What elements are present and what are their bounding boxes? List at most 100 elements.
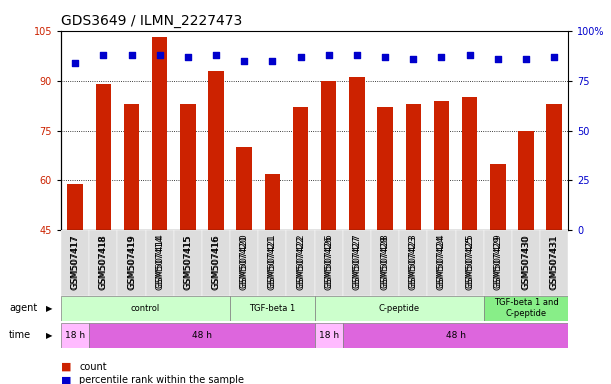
Bar: [230, 296, 315, 321]
Bar: [540, 230, 568, 296]
Text: GSM507423: GSM507423: [409, 233, 418, 288]
Point: [98, 51, 108, 58]
Text: GSM507429: GSM507429: [493, 233, 502, 288]
Point: [352, 51, 362, 58]
Text: GSM507425: GSM507425: [465, 236, 474, 290]
Bar: [406, 104, 421, 230]
Bar: [208, 71, 224, 230]
Bar: [321, 81, 337, 230]
Point: [183, 54, 193, 60]
Point: [436, 54, 446, 60]
Text: GSM507431: GSM507431: [550, 233, 558, 288]
Text: GSM507420: GSM507420: [240, 233, 249, 288]
Point: [521, 56, 531, 62]
Text: GSM507416: GSM507416: [211, 236, 221, 291]
Text: ■: ■: [61, 362, 71, 372]
Text: GSM507415: GSM507415: [183, 236, 192, 291]
Point: [70, 60, 80, 66]
Text: GSM507428: GSM507428: [381, 236, 390, 290]
Text: GSM507431: GSM507431: [550, 236, 558, 291]
Bar: [399, 230, 427, 296]
Text: TGF-beta 1: TGF-beta 1: [249, 304, 296, 313]
Text: GSM507421: GSM507421: [268, 233, 277, 288]
Point: [408, 56, 418, 62]
Bar: [315, 323, 343, 348]
Text: 18 h: 18 h: [319, 331, 339, 339]
Text: GSM507418: GSM507418: [99, 233, 108, 288]
Bar: [434, 101, 449, 230]
Text: GSM507426: GSM507426: [324, 233, 333, 288]
Bar: [490, 164, 505, 230]
Bar: [174, 230, 202, 296]
Bar: [89, 323, 315, 348]
Text: C-peptide: C-peptide: [379, 304, 420, 313]
Text: GSM507426: GSM507426: [324, 236, 333, 290]
Bar: [265, 174, 280, 230]
Text: GSM507423: GSM507423: [409, 236, 418, 290]
Text: GSM507414: GSM507414: [155, 233, 164, 288]
Bar: [152, 37, 167, 230]
Bar: [258, 230, 287, 296]
Text: GSM507416: GSM507416: [211, 233, 221, 288]
Text: GSM507429: GSM507429: [493, 236, 502, 290]
Bar: [427, 230, 456, 296]
Text: count: count: [79, 362, 107, 372]
Bar: [462, 97, 477, 230]
Bar: [546, 104, 562, 230]
Point: [465, 51, 475, 58]
Bar: [315, 296, 484, 321]
Bar: [180, 104, 196, 230]
Text: GSM507414: GSM507414: [155, 236, 164, 290]
Bar: [61, 230, 89, 296]
Text: GSM507419: GSM507419: [127, 233, 136, 288]
Text: GSM507415: GSM507415: [183, 233, 192, 288]
Text: GSM507430: GSM507430: [521, 233, 530, 288]
Text: GSM507422: GSM507422: [296, 233, 305, 288]
Text: GSM507421: GSM507421: [268, 236, 277, 290]
Bar: [349, 77, 365, 230]
Text: GSM507424: GSM507424: [437, 236, 446, 290]
Point: [240, 58, 249, 64]
Text: GSM507430: GSM507430: [521, 236, 530, 291]
Point: [380, 54, 390, 60]
Text: GSM507422: GSM507422: [296, 236, 305, 290]
Text: ■: ■: [61, 375, 71, 384]
Text: GSM507427: GSM507427: [353, 236, 362, 290]
Bar: [230, 230, 258, 296]
Bar: [518, 131, 534, 230]
Bar: [61, 296, 230, 321]
Text: GDS3649 / ILMN_2227473: GDS3649 / ILMN_2227473: [61, 14, 243, 28]
Point: [211, 51, 221, 58]
Bar: [117, 230, 145, 296]
Text: GSM507420: GSM507420: [240, 236, 249, 290]
Bar: [484, 296, 568, 321]
Bar: [236, 147, 252, 230]
Bar: [371, 230, 399, 296]
Text: GSM507425: GSM507425: [465, 233, 474, 288]
Text: 48 h: 48 h: [192, 331, 212, 339]
Text: GSM507418: GSM507418: [99, 236, 108, 291]
Bar: [343, 230, 371, 296]
Bar: [456, 230, 484, 296]
Point: [493, 56, 503, 62]
Text: GSM507424: GSM507424: [437, 233, 446, 288]
Text: GSM507417: GSM507417: [71, 236, 79, 291]
Bar: [89, 230, 117, 296]
Text: ▶: ▶: [46, 304, 53, 313]
Point: [296, 54, 306, 60]
Bar: [67, 184, 83, 230]
Point: [268, 58, 277, 64]
Point: [155, 51, 164, 58]
Point: [324, 51, 334, 58]
Point: [126, 51, 136, 58]
Text: 18 h: 18 h: [65, 331, 86, 339]
Bar: [202, 230, 230, 296]
Bar: [145, 230, 174, 296]
Text: GSM507419: GSM507419: [127, 236, 136, 291]
Bar: [484, 230, 512, 296]
Bar: [512, 230, 540, 296]
Bar: [61, 323, 89, 348]
Text: TGF-beta 1 and
C-peptide: TGF-beta 1 and C-peptide: [494, 298, 558, 318]
Text: GSM507428: GSM507428: [381, 233, 390, 288]
Text: GSM507427: GSM507427: [353, 233, 362, 288]
